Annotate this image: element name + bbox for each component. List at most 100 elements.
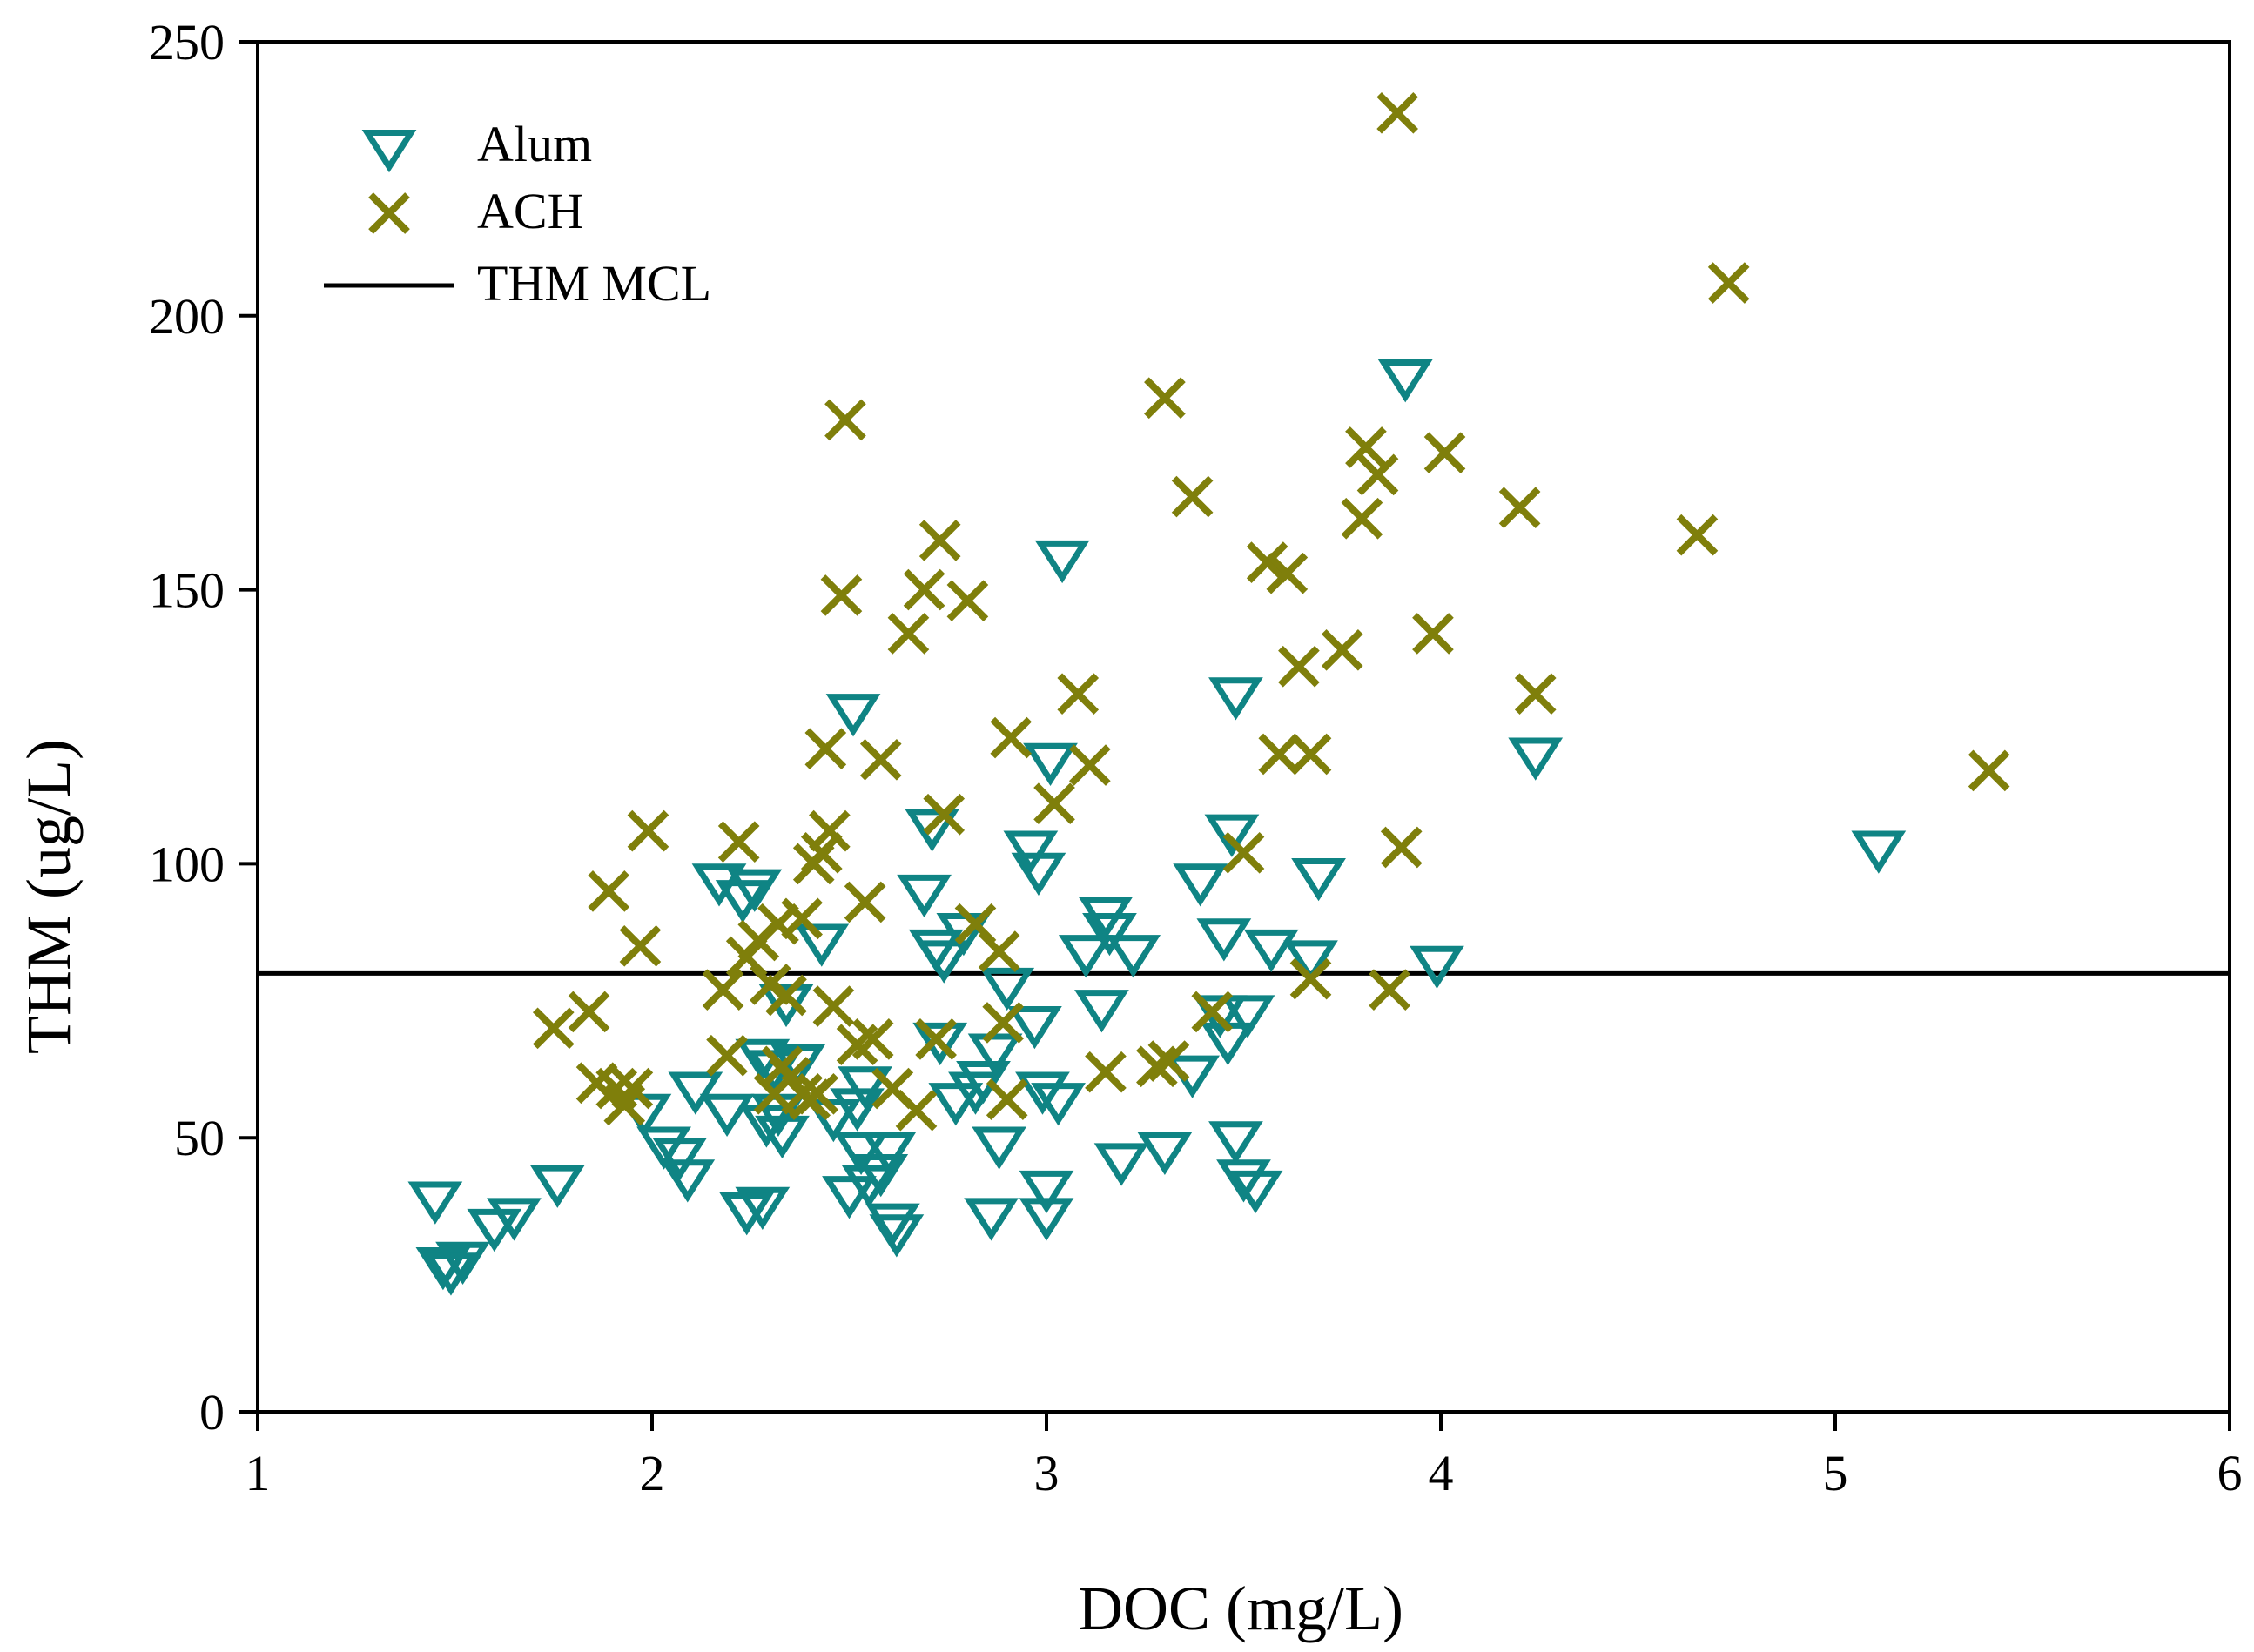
legend-alum-label: Alum — [477, 116, 592, 172]
y-tick-label: 250 — [149, 14, 225, 71]
ach-point — [765, 974, 807, 1017]
ach-point — [859, 738, 902, 781]
alum-point — [833, 1132, 889, 1176]
alum-point — [1074, 990, 1129, 1033]
alum-point — [1173, 863, 1228, 907]
ach-point — [978, 930, 1020, 972]
ach-point — [1514, 673, 1557, 715]
alum-point — [1283, 940, 1338, 984]
alum-point — [1220, 995, 1275, 1038]
legend-item-ach: ACH — [368, 183, 583, 239]
alum-point — [1508, 737, 1564, 781]
legend: Alum ACH THM MCL — [324, 116, 711, 312]
alum-point — [1165, 1055, 1220, 1098]
alum-point — [660, 1159, 716, 1203]
legend-ach-symbol — [368, 192, 410, 234]
alum-point — [1007, 1005, 1062, 1050]
x-tick-label: 6 — [2217, 1445, 2243, 1501]
ach-point — [1147, 1040, 1190, 1082]
ach-point — [532, 1007, 575, 1050]
alum-point — [1019, 1170, 1074, 1214]
y-tick-label: 0 — [199, 1384, 225, 1440]
ach-point — [702, 969, 744, 1011]
legend-ach-label: ACH — [477, 183, 583, 239]
alum-point — [956, 1060, 1011, 1105]
alum-point — [979, 967, 1035, 1011]
alum-point — [838, 1066, 892, 1110]
ach-point — [1191, 991, 1234, 1033]
alum-point — [1208, 1121, 1263, 1165]
alum-point — [1216, 1159, 1271, 1203]
ach-point — [800, 831, 843, 874]
ach-point — [1321, 629, 1363, 671]
ach-point — [915, 1018, 957, 1060]
ach-point — [851, 1018, 894, 1060]
alum-point — [652, 1138, 708, 1181]
alum-point — [1208, 677, 1263, 721]
alum-point — [794, 923, 850, 967]
alum-point — [487, 1198, 542, 1241]
alum-point — [822, 1176, 877, 1219]
ach-point — [946, 580, 989, 622]
axes-layer: 1 2 3 4 5 6 0 50 100 150 200 250 — [149, 14, 2243, 1501]
ach-point — [611, 1067, 654, 1110]
alum-point — [1851, 830, 1907, 874]
ach-point — [1707, 262, 1750, 304]
legend-item-thm-mcl: THM MCL — [324, 255, 711, 312]
ach-point — [627, 809, 669, 852]
ach-point — [1380, 826, 1423, 869]
ach-point — [986, 1078, 1028, 1120]
x-tick-label: 2 — [640, 1445, 665, 1501]
ach-point — [982, 1002, 1024, 1044]
ach-point — [820, 574, 863, 616]
ach-point — [1968, 749, 2010, 792]
y-tick-label: 100 — [149, 836, 225, 892]
ach-point — [568, 991, 610, 1033]
alum-point — [897, 874, 952, 918]
ach-point — [1258, 733, 1301, 776]
alum-point — [1228, 1170, 1283, 1214]
alum-point — [735, 1186, 791, 1231]
alum-point — [1106, 935, 1161, 978]
plot-frame — [256, 40, 2231, 1414]
x-tick-label: 5 — [1823, 1445, 1848, 1501]
alum-point — [1034, 540, 1090, 584]
x-axis-title: DOC (mg/L) — [1078, 1574, 1403, 1643]
ach-point — [1136, 1045, 1178, 1088]
plot-area-border — [256, 40, 2231, 1414]
y-tick-label: 150 — [149, 562, 225, 619]
ach-point — [1278, 645, 1320, 688]
ach-point — [1376, 92, 1418, 134]
alum-point — [529, 1165, 585, 1208]
ach-point — [1369, 969, 1410, 1011]
y-axis-title: THM (ug/L) — [14, 739, 84, 1054]
x-tick-label: 4 — [1429, 1445, 1454, 1501]
ach-point — [588, 870, 629, 912]
alum-point — [825, 694, 881, 737]
ach-point — [824, 399, 866, 441]
ach-point — [903, 568, 945, 611]
alum-point — [1011, 852, 1066, 896]
ach-point — [1246, 541, 1288, 583]
ach-point — [804, 728, 847, 770]
ach-point — [1412, 613, 1454, 655]
alum-point — [1291, 857, 1346, 902]
ach-point — [1289, 733, 1332, 776]
y-tick-label: 200 — [149, 288, 225, 345]
alum-point — [668, 1071, 723, 1115]
ach-point — [1676, 514, 1719, 556]
alum-point — [1031, 1083, 1086, 1126]
ach-point — [1171, 475, 1214, 518]
alum-point — [1204, 814, 1260, 857]
ach-point — [1289, 957, 1332, 1000]
ach-point — [1423, 432, 1466, 474]
alum-point — [435, 1241, 490, 1285]
alum-point — [869, 1214, 925, 1258]
ach-point — [887, 613, 930, 655]
alum-point — [967, 1033, 1023, 1077]
ach-point — [990, 716, 1033, 759]
alum-point — [1243, 929, 1299, 973]
alum-point — [1015, 1071, 1070, 1115]
ach-point — [809, 809, 851, 852]
ach-point — [1356, 453, 1399, 496]
